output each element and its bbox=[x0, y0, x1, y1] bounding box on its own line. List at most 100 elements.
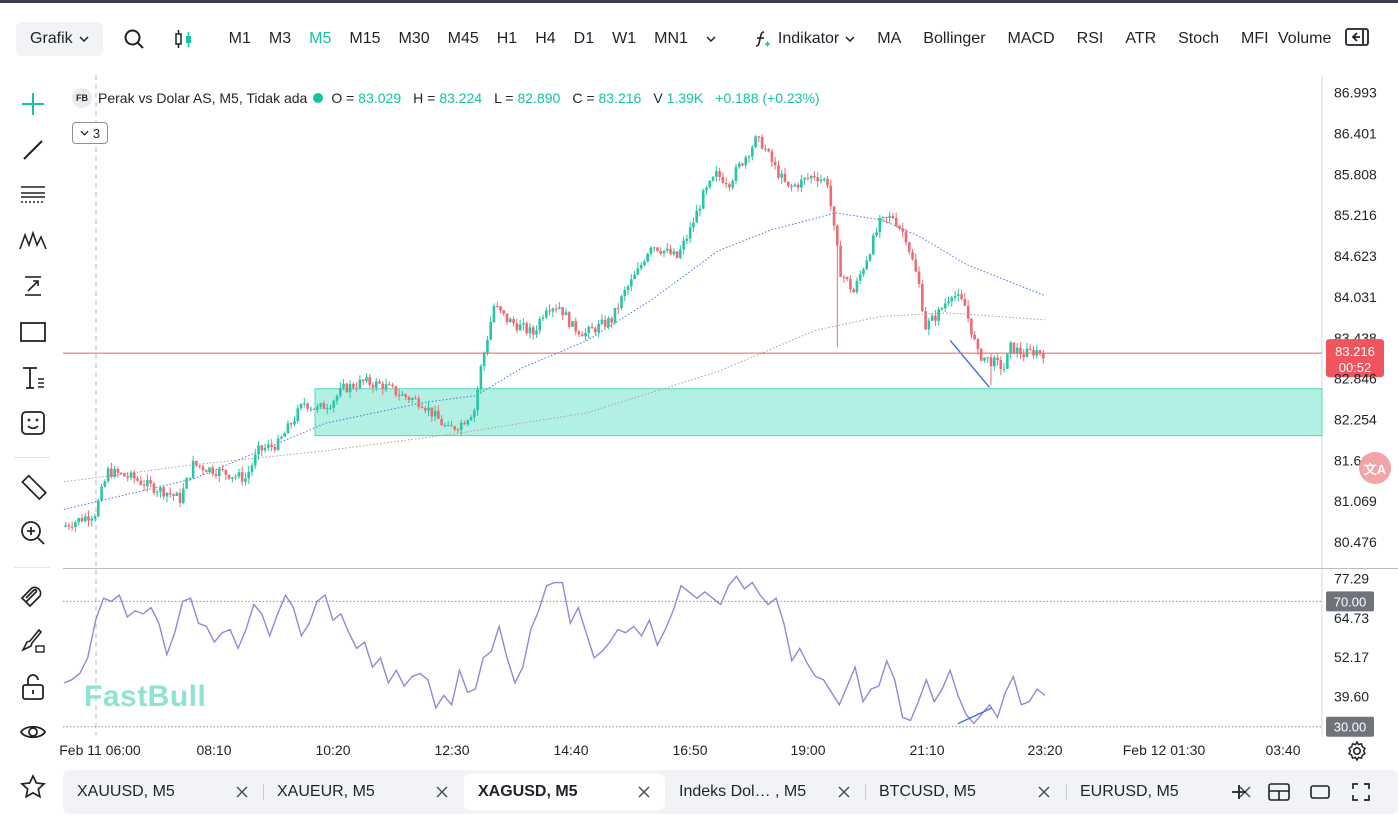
timeframe-m15[interactable]: M15 bbox=[349, 30, 381, 47]
trend-line-tool[interactable] bbox=[16, 133, 50, 167]
candle bbox=[790, 183, 793, 192]
candle bbox=[973, 330, 976, 341]
timeframe-more-button[interactable] bbox=[698, 26, 724, 52]
translate-button[interactable]: 文A bbox=[1359, 452, 1391, 484]
candle bbox=[924, 306, 927, 331]
timeframe-h4[interactable]: H4 bbox=[535, 30, 556, 47]
timeframe-h1[interactable]: H1 bbox=[496, 30, 518, 47]
symbol-tab[interactable]: XAUEUR, M5 bbox=[263, 774, 463, 810]
visibility-tool[interactable] bbox=[16, 715, 50, 749]
symbol-tab[interactable]: XAGUSD, M5 bbox=[464, 774, 665, 810]
time-tick-label: 16:50 bbox=[672, 742, 707, 758]
candle bbox=[620, 294, 623, 311]
candle bbox=[329, 404, 332, 411]
candle bbox=[992, 355, 996, 371]
timeframe-w1[interactable]: W1 bbox=[612, 30, 637, 47]
indicator-collapse-button[interactable]: 3 bbox=[72, 122, 108, 144]
candle bbox=[463, 420, 466, 425]
zoom-in-tool[interactable] bbox=[16, 516, 50, 550]
indicator-bollinger[interactable]: Bollinger bbox=[923, 30, 986, 47]
price-chart[interactable]: 83.438 83.21600:5286.99386.40185.80885.2… bbox=[0, 0, 1398, 770]
indicator-stoch[interactable]: Stoch bbox=[1178, 30, 1220, 47]
close-tab-button[interactable] bbox=[1035, 783, 1053, 801]
layout-button[interactable] bbox=[1267, 780, 1291, 804]
candle bbox=[495, 301, 499, 308]
indicator-mfi[interactable]: MFI bbox=[1241, 30, 1269, 47]
text-tool[interactable] bbox=[16, 361, 50, 395]
timeframe-d1[interactable]: D1 bbox=[573, 30, 595, 47]
brush-lock-icon bbox=[21, 628, 45, 653]
support-zone[interactable] bbox=[314, 388, 1323, 437]
horizontal-lines-tool[interactable] bbox=[16, 178, 50, 212]
timeframe-m45[interactable]: M45 bbox=[447, 30, 479, 47]
close-tab-button[interactable] bbox=[835, 783, 853, 801]
pattern-tool[interactable] bbox=[16, 224, 50, 258]
window-button[interactable] bbox=[1308, 780, 1332, 804]
magnet-tool[interactable] bbox=[16, 578, 50, 612]
favorites-button[interactable] bbox=[16, 770, 50, 804]
timeframe-m3[interactable]: M3 bbox=[268, 30, 292, 47]
rsi-trendline[interactable] bbox=[957, 707, 993, 725]
tab-label: XAGUSD, M5 bbox=[478, 783, 578, 800]
symbol-tab[interactable]: Indeks Dol… , M5 bbox=[665, 774, 865, 810]
candle-style-button[interactable] bbox=[171, 26, 197, 52]
indicator-volume[interactable]: Volume bbox=[1278, 30, 1332, 47]
candle bbox=[826, 175, 829, 189]
close-icon bbox=[236, 786, 248, 798]
candle bbox=[155, 489, 159, 498]
volume-label: V bbox=[653, 90, 663, 106]
timeframe-m5[interactable]: M5 bbox=[309, 30, 332, 47]
candle bbox=[345, 382, 349, 393]
symbol-tab[interactable]: BTCUSD, M5 bbox=[865, 774, 1065, 810]
chart-settings-button[interactable] bbox=[1346, 740, 1368, 762]
timeframe-m30[interactable]: M30 bbox=[398, 30, 430, 47]
indicator-rsi[interactable]: RSI bbox=[1076, 30, 1104, 47]
chart-type-label: Grafik bbox=[30, 30, 73, 47]
add-tab-button[interactable] bbox=[1227, 780, 1251, 804]
drawn-trendline[interactable] bbox=[949, 340, 990, 388]
crosshair-tool[interactable] bbox=[16, 87, 50, 121]
candle bbox=[698, 204, 702, 217]
candle bbox=[888, 211, 891, 224]
timeframe-mn1[interactable]: MN1 bbox=[654, 30, 688, 47]
forecast-tool[interactable] bbox=[16, 269, 50, 303]
close-tab-button[interactable] bbox=[233, 783, 251, 801]
candle bbox=[665, 242, 669, 254]
candle bbox=[878, 214, 882, 239]
candle bbox=[901, 222, 905, 238]
time-tick-label: 03:40 bbox=[1265, 742, 1300, 758]
candle bbox=[74, 520, 77, 532]
timeframe-m1[interactable]: M1 bbox=[228, 30, 251, 47]
close-tab-button[interactable] bbox=[635, 783, 653, 801]
chart-area[interactable]: 83.438 83.216 00:52 86.993 86.401 85.808 85.2… bbox=[0, 0, 1398, 770]
unlock-tool[interactable] bbox=[16, 670, 50, 704]
indicator-atr[interactable]: ATR bbox=[1125, 30, 1157, 47]
candle bbox=[361, 378, 365, 386]
chart-type-dropdown[interactable]: Grafik bbox=[16, 22, 103, 56]
time-tick-label: Feb 12 01:30 bbox=[1123, 742, 1206, 758]
emoji-tool[interactable] bbox=[16, 406, 50, 440]
lock-drawing-tool[interactable] bbox=[16, 624, 50, 658]
candle bbox=[123, 472, 126, 477]
indicator-ma[interactable]: MA bbox=[877, 30, 902, 47]
rectangle-tool[interactable] bbox=[16, 315, 50, 349]
search-button[interactable] bbox=[121, 26, 147, 52]
rectangle-icon bbox=[20, 322, 46, 342]
symbol-tab[interactable]: XAUUSD, M5 bbox=[63, 774, 263, 810]
measure-tool[interactable] bbox=[16, 470, 50, 504]
candle bbox=[1009, 341, 1012, 359]
indicator-macd[interactable]: MACD bbox=[1007, 30, 1055, 47]
close-tab-button[interactable] bbox=[433, 783, 451, 801]
indicator-dropdown[interactable]: Indikator bbox=[752, 29, 855, 49]
candle bbox=[737, 161, 741, 169]
candle bbox=[1002, 362, 1006, 373]
candle bbox=[237, 468, 241, 480]
candle bbox=[414, 395, 417, 400]
candle bbox=[492, 303, 496, 324]
candle bbox=[325, 403, 329, 415]
fullscreen-button[interactable] bbox=[1349, 780, 1373, 804]
candle bbox=[401, 391, 404, 396]
candle bbox=[865, 256, 869, 271]
candle bbox=[404, 393, 407, 401]
toggle-sidebar-button[interactable] bbox=[1344, 24, 1374, 54]
